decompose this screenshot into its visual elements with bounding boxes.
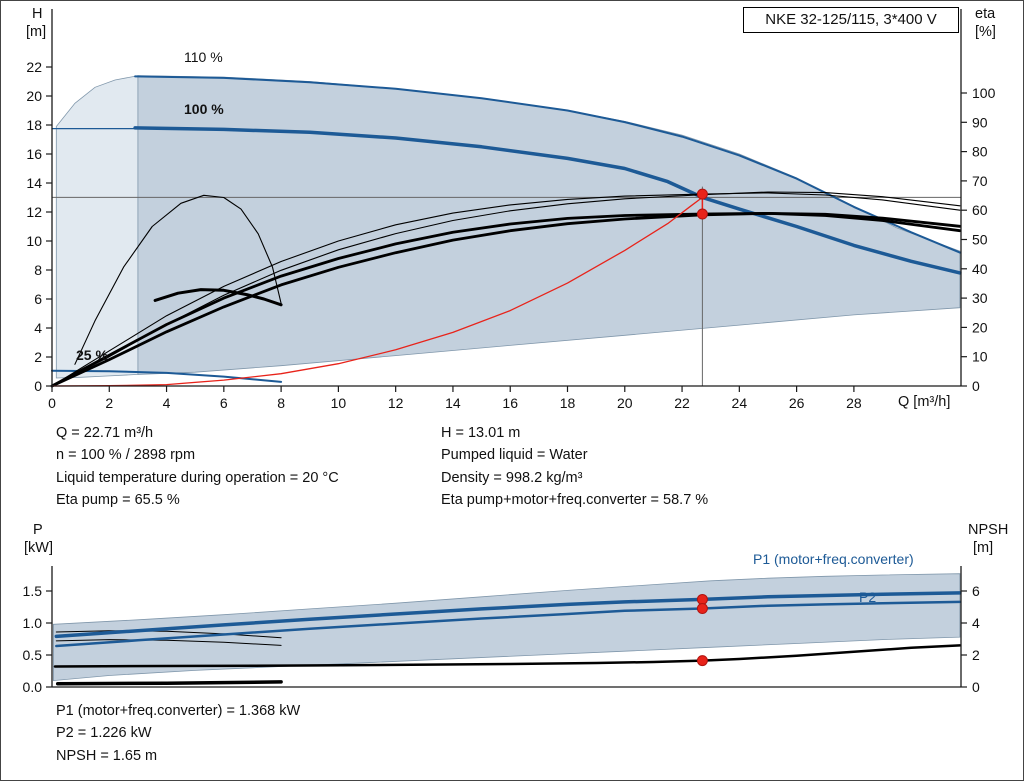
y-right-tick-label: 90	[972, 114, 988, 130]
speed-100-curve	[133, 126, 962, 275]
x-tick-label: 0	[48, 395, 56, 411]
y-left-tick-label: 2	[34, 349, 42, 365]
y-left-tick-label: 1.0	[23, 615, 43, 631]
y-right-tick-label: 100	[972, 85, 996, 101]
pump-model-badge: NKE 32-125/115, 3*400 V	[743, 7, 959, 33]
duty-info-right: H = 13.01 m Pumped liquid = Water Densit…	[441, 422, 708, 512]
npsh-axis-title: NPSH	[968, 522, 1009, 538]
eta-25-thick	[153, 288, 283, 307]
info-line-npsh: NPSH = 1.65 m	[56, 747, 158, 764]
y-right-tick-label: 4	[972, 615, 980, 631]
p-axis-unit: [kW]	[24, 540, 53, 556]
eta-pump-point	[696, 188, 708, 200]
x-tick-label: 10	[331, 395, 347, 411]
x-tick-label: 22	[674, 395, 690, 411]
y-left-tick-label: 1.5	[23, 583, 43, 599]
h-axis-title: H	[32, 6, 43, 22]
curve-label-p1: P1 (motor+freq.converter)	[753, 551, 914, 567]
y-right-tick-label: 50	[972, 232, 988, 248]
info-line-speed: n = 100 % / 2898 rpm	[56, 447, 196, 464]
p-axis-title: P	[33, 522, 43, 538]
y-right-tick-label: 80	[972, 144, 988, 160]
h-axis-unit: [m]	[26, 24, 47, 40]
y-left-tick-label: 8	[34, 262, 42, 278]
p-small-thin-a	[55, 630, 282, 639]
eta-25-bell	[74, 194, 282, 365]
y-left-tick-label: 18	[26, 117, 42, 133]
y-right-tick-label: 40	[972, 261, 988, 277]
x-tick-label: 6	[220, 395, 228, 411]
x-tick-label: 18	[560, 395, 576, 411]
npsh-axis-unit: [m]	[973, 540, 994, 556]
p-small-thin-b	[55, 639, 282, 646]
x-tick-label: 4	[163, 395, 171, 411]
y-left-tick-label: 12	[26, 204, 42, 220]
curve-label-25: 25 %	[76, 347, 108, 363]
eta-total-thick-b	[50, 211, 962, 388]
info-line-q: Q = 22.71 m³/h	[56, 425, 154, 441]
y-left-tick-label: 22	[26, 59, 42, 75]
envelope-left	[55, 75, 139, 379]
y-right-tick-label: 30	[972, 290, 988, 306]
x-tick-label: 26	[789, 395, 805, 411]
npsh-curve	[53, 644, 962, 668]
info-line-liquid: Pumped liquid = Water	[441, 447, 588, 464]
y-left-tick-label: 20	[26, 88, 42, 104]
npsh-point	[696, 655, 708, 667]
eta-total-point	[696, 208, 708, 220]
curve-label-p2: P2	[859, 589, 877, 605]
power-info: P1 (motor+freq.converter) = 1.368 kW P2 …	[56, 700, 300, 767]
x-tick-label: 2	[105, 395, 113, 411]
p2-point	[696, 603, 708, 615]
curve-label-100: 100 %	[184, 101, 224, 117]
y-left-tick-label: 0	[34, 378, 42, 394]
x-tick-label: 28	[846, 395, 862, 411]
eta-axis-title: eta	[975, 6, 996, 22]
y-right-tick-label: 0	[972, 378, 980, 394]
y-right-tick-label: 2	[972, 647, 980, 663]
y-right-tick-label: 0	[972, 679, 980, 695]
eta-axis-unit: [%]	[975, 24, 996, 40]
curve-label-110: 110 %	[184, 49, 223, 65]
control-curve	[51, 196, 704, 387]
y-left-tick-label: 4	[34, 320, 42, 336]
y-left-tick-label: 14	[26, 175, 42, 191]
y-left-tick-label: 0.0	[23, 679, 43, 695]
y-left-tick-label: 10	[26, 233, 42, 249]
q-axis-title: Q [m³/h]	[898, 394, 951, 410]
p1-curve	[54, 591, 962, 639]
info-line-density: Density = 998.2 kg/m³	[441, 469, 583, 486]
eta-pump-thin-a	[51, 192, 961, 387]
x-tick-label: 14	[445, 395, 461, 411]
info-line-eta-total: Eta pump+motor+freq.converter = 58.7 %	[441, 492, 709, 509]
x-tick-label: 24	[732, 395, 748, 411]
y-right-tick-label: 10	[972, 349, 988, 365]
info-line-p1: P1 (motor+freq.converter) = 1.368 kW	[56, 703, 301, 719]
speed-110-curve	[134, 75, 961, 254]
x-tick-label: 12	[388, 395, 404, 411]
p1-point	[696, 593, 708, 605]
y-right-tick-label: 60	[972, 202, 988, 218]
info-line-temperature: Liquid temperature during operation = 20…	[56, 469, 339, 486]
y-right-tick-label: 20	[972, 319, 988, 335]
info-line-eta-pump: Eta pump = 65.5 %	[56, 492, 180, 509]
y-left-tick-label: 16	[26, 146, 42, 162]
y-right-tick-label: 6	[972, 583, 980, 599]
npsh-low-speed	[55, 680, 283, 686]
info-line-head: H = 13.01 m	[441, 425, 521, 441]
y-left-tick-label: 0.5	[23, 647, 43, 663]
x-tick-label: 8	[277, 395, 285, 411]
y-left-tick-label: 6	[34, 291, 42, 307]
p2-curve	[55, 600, 962, 648]
duty-info-left: Q = 22.71 m³/h n = 100 % / 2898 rpm Liqu…	[56, 422, 339, 512]
info-line-p2: P2 = 1.226 kW	[56, 725, 152, 742]
y-right-tick-label: 70	[972, 173, 988, 189]
x-tick-label: 20	[617, 395, 633, 411]
x-tick-label: 16	[502, 395, 518, 411]
